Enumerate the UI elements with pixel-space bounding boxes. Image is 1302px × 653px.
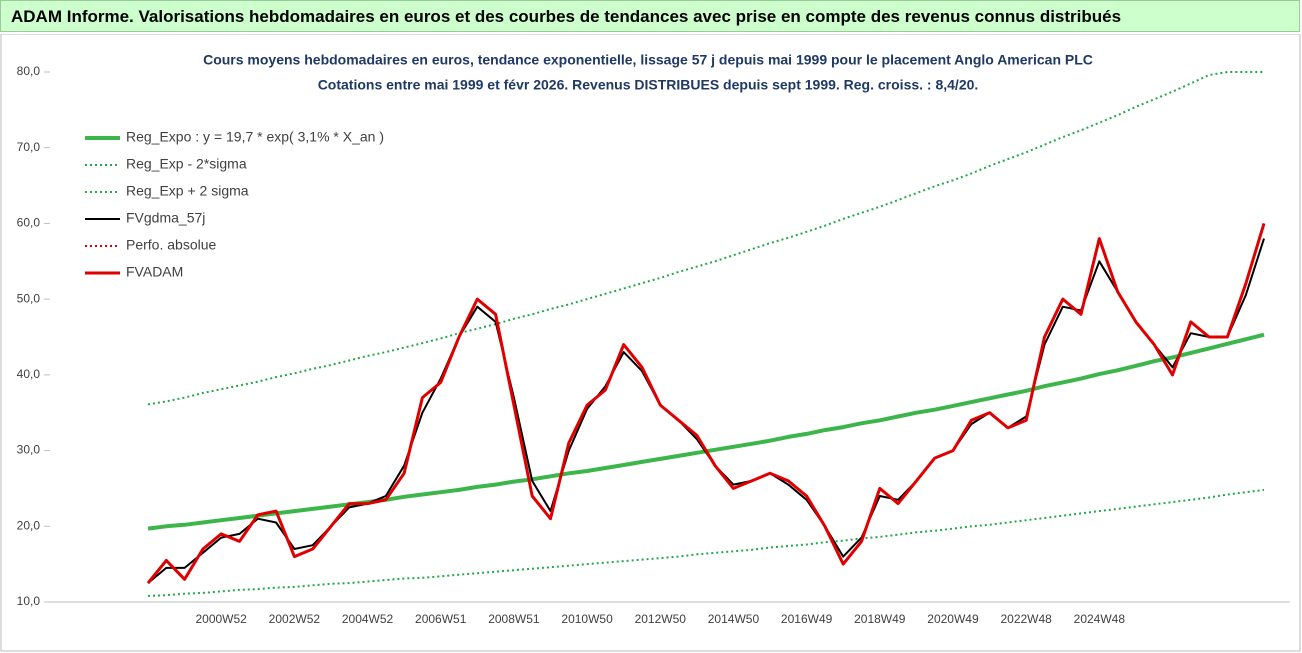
series-line xyxy=(147,488,1265,597)
x-tick-label: 2018W49 xyxy=(854,612,906,626)
legend-label: Reg_Exp + 2 sigma xyxy=(126,183,249,199)
y-tick-label: 40,0 xyxy=(17,367,41,381)
legend-label: Reg_Expo : y = 19,7 * exp( 3,1% * X_an ) xyxy=(126,129,384,145)
x-tick-label: 2004W52 xyxy=(342,612,394,626)
header-title: ADAM Informe. Valorisations hebdomadaire… xyxy=(0,0,1300,32)
legend-label: Perfo. absolue xyxy=(126,237,216,253)
series-line xyxy=(147,71,1264,406)
x-tick-label: 2016W49 xyxy=(781,612,833,626)
chart-title: Cours moyens hebdomadaires en euros, ten… xyxy=(203,52,1093,68)
chart-frame xyxy=(0,34,1301,652)
x-tick-label: 2020W49 xyxy=(927,612,979,626)
y-tick-label: 10,0 xyxy=(17,594,41,608)
x-tick-label: 2000W52 xyxy=(195,612,247,626)
x-tick-label: 2024W48 xyxy=(1074,612,1126,626)
series-line xyxy=(146,222,1266,585)
legend-label: FVADAM xyxy=(126,264,183,280)
chart: Cours moyens hebdomadaires en euros, ten… xyxy=(0,34,1301,652)
legend-label: Reg_Exp - 2*sigma xyxy=(126,156,247,172)
x-tick-label: 2012W50 xyxy=(635,612,687,626)
y-tick-label: 30,0 xyxy=(17,443,41,457)
chart-subtitle: Cotations entre mai 1999 et févr 2026. R… xyxy=(318,77,979,93)
x-tick-label: 2010W50 xyxy=(561,612,613,626)
y-tick-label: 50,0 xyxy=(17,291,41,305)
y-tick-label: 20,0 xyxy=(17,518,41,532)
y-tick-label: 70,0 xyxy=(17,140,41,154)
y-tick-label: 60,0 xyxy=(17,216,41,230)
x-tick-label: 2002W52 xyxy=(269,612,321,626)
legend-label: FVgdma_57j xyxy=(126,210,205,226)
x-tick-label: 2006W51 xyxy=(415,612,467,626)
x-tick-label: 2008W51 xyxy=(488,612,540,626)
y-tick-label: 80,0 xyxy=(17,64,41,78)
x-tick-label: 2014W50 xyxy=(708,612,760,626)
x-tick-label: 2022W48 xyxy=(1000,612,1052,626)
